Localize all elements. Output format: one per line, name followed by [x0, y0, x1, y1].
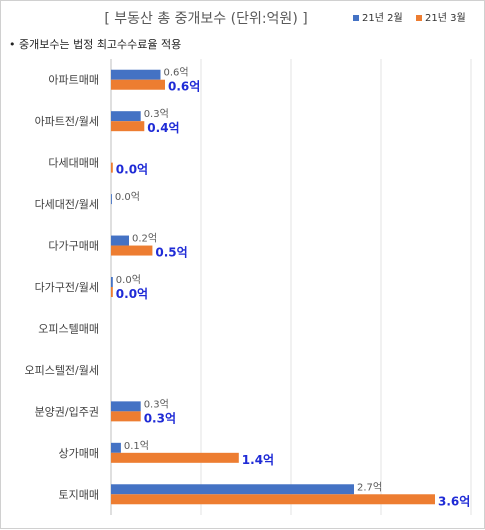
bar-mar	[111, 245, 153, 256]
category-label: 토지매매	[59, 488, 99, 501]
data-label-feb: 0.3억	[144, 398, 169, 410]
bar-feb	[111, 401, 141, 412]
chart-title: [ 부동산 총 중개보수 (단위:억원) ]	[104, 11, 307, 27]
data-label-feb: 0.1억	[124, 440, 149, 452]
data-label-feb: 0.6억	[164, 67, 189, 79]
bar-feb	[111, 442, 121, 453]
bar-mar	[111, 494, 435, 505]
bar-mar	[111, 287, 113, 297]
bar-feb	[111, 235, 129, 246]
category-label: 오피스텔전/월세	[24, 364, 99, 377]
data-label-mar: 0.3억	[144, 411, 176, 425]
legend: 21년 2월 21년 3월	[353, 12, 466, 24]
data-label-mar: 0.5억	[155, 246, 187, 260]
data-label-mar: 3.6억	[438, 494, 470, 508]
legend-swatch-mar	[416, 15, 422, 21]
bar-mar	[111, 411, 141, 422]
data-label-feb: 0.3억	[144, 108, 169, 120]
bar-mar	[111, 162, 113, 173]
bar-feb	[111, 484, 354, 495]
bar-mar	[111, 79, 165, 90]
category-label: 상가매매	[59, 447, 99, 460]
category-label: 다가구매매	[48, 240, 99, 253]
data-label-feb: 0.0억	[116, 274, 141, 286]
category-label: 다가구전/월세	[35, 281, 99, 294]
bar-mar	[111, 452, 239, 463]
data-label-mar: 0.4억	[147, 121, 179, 135]
data-label-feb: 0.2억	[132, 233, 157, 245]
data-label-mar: 0.0억	[116, 287, 148, 301]
grid-lines	[110, 59, 472, 515]
data-labels: 0.6억0.6억0.3억0.4억0.0억0.0억0.2억0.5억0.0억0.0억…	[115, 67, 470, 509]
data-label-feb: 2.7억	[357, 481, 382, 493]
data-label-feb: 0.0억	[115, 191, 140, 203]
data-label-mar: 0.0억	[116, 163, 148, 177]
legend-label-mar: 21년 3월	[425, 12, 466, 24]
bar-feb	[111, 111, 141, 122]
category-label: 분양권/입주권	[35, 405, 99, 418]
category-label: 다세대전/월세	[35, 198, 99, 211]
bar-feb	[111, 277, 113, 287]
bar-mar	[111, 121, 145, 132]
category-label: 아파트매매	[48, 74, 99, 87]
chart-note: • 중개보수는 법정 최고수수료율 적용	[9, 38, 181, 51]
category-label: 아파트전/월세	[35, 115, 99, 128]
bars	[111, 69, 435, 505]
legend-swatch-feb	[353, 15, 359, 21]
bar-feb	[111, 69, 161, 80]
bar-feb	[111, 194, 112, 205]
category-labels: 아파트매매아파트전/월세다세대매매다세대전/월세다가구매매다가구전/월세오피스텔…	[24, 74, 99, 502]
category-label: 오피스텔매매	[38, 322, 99, 335]
data-label-mar: 0.6억	[168, 80, 200, 94]
category-label: 다세대매매	[48, 157, 99, 170]
legend-label-feb: 21년 2월	[362, 12, 403, 24]
data-label-mar: 1.4억	[242, 453, 274, 467]
